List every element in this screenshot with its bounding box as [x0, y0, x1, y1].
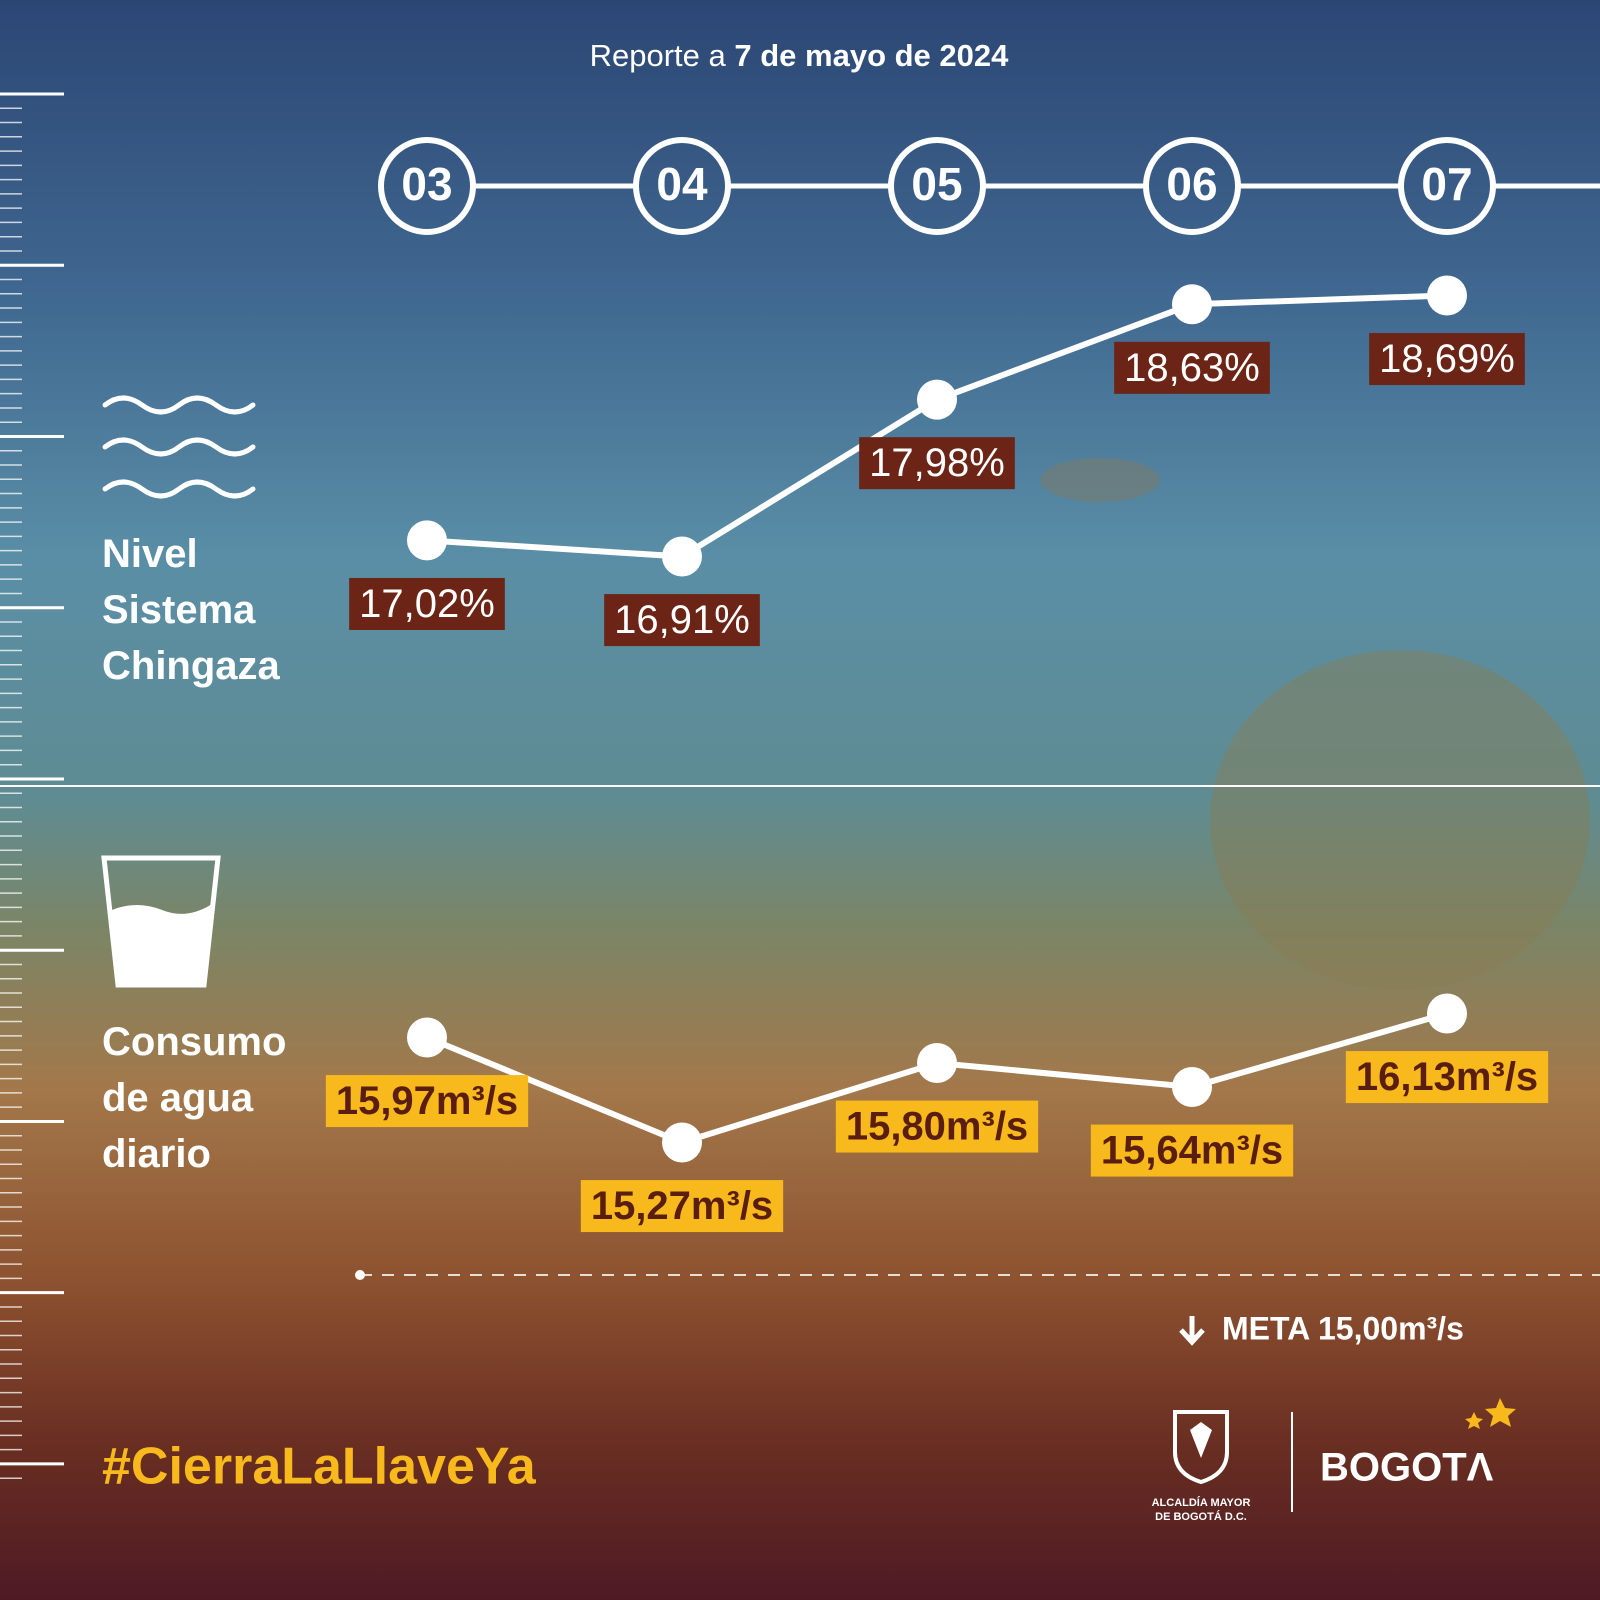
logo-text: DE BOGOTÁ D.C.	[1155, 1510, 1247, 1523]
data-point	[662, 536, 702, 577]
label-box	[349, 577, 505, 630]
label-box	[1114, 341, 1270, 394]
label-box	[325, 1075, 529, 1128]
data-point	[407, 520, 447, 561]
series-name: Consumo de agua diario	[102, 1020, 287, 1176]
data-point	[917, 1043, 957, 1083]
x-tick-label: 06	[1166, 158, 1217, 210]
shield-logo	[1173, 1410, 1229, 1485]
data-point	[407, 1017, 447, 1058]
value-label: 18,69%	[1369, 333, 1525, 386]
data-point	[1427, 993, 1467, 1034]
data-label: 15,80m³/s	[846, 1105, 1028, 1149]
value-label: 18,63%	[1114, 341, 1270, 394]
data-point	[1172, 1067, 1212, 1107]
goal-label: META 15,00m³/s	[1222, 1310, 1464, 1346]
value-label: 15,27m³/s	[580, 1180, 784, 1233]
data-label: 17,02%	[359, 582, 495, 626]
value-label: 17,02%	[349, 577, 505, 630]
data-point	[917, 379, 957, 420]
x-tick-label: 07	[1421, 158, 1472, 210]
ruler	[0, 92, 64, 1479]
brand: BOGOTΛ	[1320, 1446, 1494, 1490]
data-point	[1172, 284, 1212, 325]
category-circle	[1143, 137, 1241, 235]
data-label: 18,69%	[1379, 337, 1515, 381]
label-box	[580, 1180, 784, 1233]
label-box	[835, 1100, 1039, 1153]
category-circle	[888, 137, 986, 235]
stars	[1465, 1398, 1516, 1429]
data-label: 16,13m³/s	[1356, 1055, 1538, 1099]
series-name: Nivel Sistema Chingaza	[102, 532, 280, 688]
label-box	[859, 437, 1015, 490]
glass-icon	[101, 855, 221, 988]
hashtag: #CierraLaLlaveYa	[102, 1438, 537, 1496]
category-circle	[633, 137, 731, 235]
value-label: 15,80m³/s	[835, 1100, 1039, 1153]
data-label: 15,97m³/s	[336, 1079, 518, 1123]
islet	[1040, 458, 1160, 502]
data-label: 17,98%	[869, 441, 1005, 485]
x-tick-label: 04	[656, 158, 708, 210]
waves-icon	[102, 395, 256, 499]
label-box	[604, 594, 760, 647]
down-arrow	[1179, 1316, 1205, 1346]
x-tick-label: 03	[401, 158, 452, 210]
value-label: 15,97m³/s	[325, 1075, 529, 1128]
goal-dot	[355, 1270, 365, 1280]
value-label: 16,91%	[604, 594, 760, 647]
report-date: Reporte a 7 de mayo de 2024	[590, 38, 1010, 73]
value-label: 17,98%	[859, 437, 1015, 490]
label-box	[1369, 333, 1525, 386]
category-circle	[1398, 137, 1496, 235]
data-point	[662, 1122, 702, 1163]
data-label: 15,27m³/s	[591, 1184, 773, 1228]
x-tick-label: 05	[911, 158, 962, 210]
data-label: 18,63%	[1124, 346, 1260, 390]
island	[1210, 650, 1590, 990]
label-box	[1090, 1124, 1294, 1177]
category-circle	[378, 137, 476, 235]
logo-text: ALCALDÍA MAYOR	[1152, 1496, 1251, 1509]
data-label: 16,91%	[614, 598, 750, 642]
value-label: 15,64m³/s	[1090, 1124, 1294, 1177]
value-label: 16,13m³/s	[1345, 1051, 1549, 1104]
data-point	[1427, 275, 1467, 316]
label-box	[1345, 1051, 1549, 1104]
data-label: 15,64m³/s	[1101, 1129, 1283, 1173]
